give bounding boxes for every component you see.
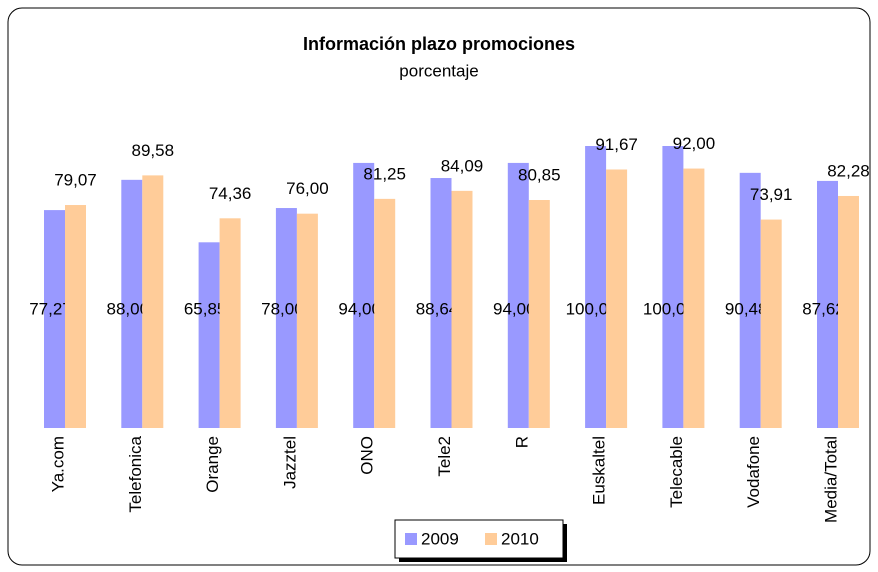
data-label: 91,67 (595, 135, 638, 154)
bar (65, 205, 86, 428)
bar (374, 198, 396, 428)
bar (451, 190, 473, 428)
x-tick-label: ONO (358, 436, 377, 475)
data-label: 79,07 (54, 171, 97, 190)
data-label: 100,00 (643, 299, 695, 318)
data-label: 80,85 (518, 165, 561, 184)
data-label: 88,00 (107, 299, 150, 318)
x-tick-label: Euskaltel (590, 436, 609, 505)
data-label: 74,36 (209, 184, 252, 203)
bar (296, 213, 318, 428)
x-tick-label: Jazztel (280, 436, 299, 489)
data-label: 90,48 (725, 299, 768, 318)
x-tick-label: Vodafone (744, 436, 763, 508)
data-label: 78,00 (261, 299, 304, 318)
bar (606, 169, 628, 428)
x-tick-label: Telefonica (126, 435, 145, 512)
data-label: 73,91 (750, 185, 793, 204)
bar (44, 210, 65, 428)
bar (683, 168, 705, 428)
legend-swatch (405, 533, 417, 545)
bar (121, 179, 143, 428)
x-tick-label: Tele2 (435, 436, 454, 477)
bar (838, 195, 859, 428)
bar (528, 200, 550, 428)
data-label: 81,25 (363, 164, 406, 183)
bar (817, 180, 838, 428)
chart-subtitle: porcentaje (399, 61, 478, 80)
x-tick-label: Orange (203, 436, 222, 493)
data-label: 88,64 (416, 299, 459, 318)
data-label: 94,00 (338, 299, 381, 318)
legend-label: 2010 (501, 529, 539, 548)
x-tick-label: Ya.com (48, 436, 67, 492)
bar (198, 242, 220, 428)
legend (394, 519, 564, 559)
x-tick-label: R (512, 436, 531, 448)
bar (275, 208, 297, 428)
bar (739, 172, 761, 428)
chart-title: Información plazo promociones (303, 34, 575, 54)
data-label: 87,62 (802, 299, 845, 318)
data-label: 92,00 (673, 134, 716, 153)
data-label: 94,00 (493, 299, 536, 318)
bar (142, 175, 164, 428)
bar (430, 178, 452, 428)
data-label: 100,00 (566, 299, 618, 318)
bar (662, 146, 684, 428)
data-label: 89,58 (132, 141, 175, 160)
x-tick-label: Telecable (667, 436, 686, 508)
legend-label: 2009 (421, 529, 459, 548)
x-tick-label: Media/Total (821, 436, 840, 523)
legend-swatch (485, 533, 497, 545)
data-label: 77,27 (29, 299, 72, 318)
bar (219, 218, 241, 428)
data-label: 65,85 (184, 299, 227, 318)
bar (507, 162, 529, 429)
data-label: 82,28 (827, 161, 870, 180)
bar (760, 219, 782, 428)
data-label: 84,09 (441, 156, 484, 175)
data-label: 76,00 (286, 179, 329, 198)
bar (585, 146, 607, 428)
bar (353, 162, 375, 429)
